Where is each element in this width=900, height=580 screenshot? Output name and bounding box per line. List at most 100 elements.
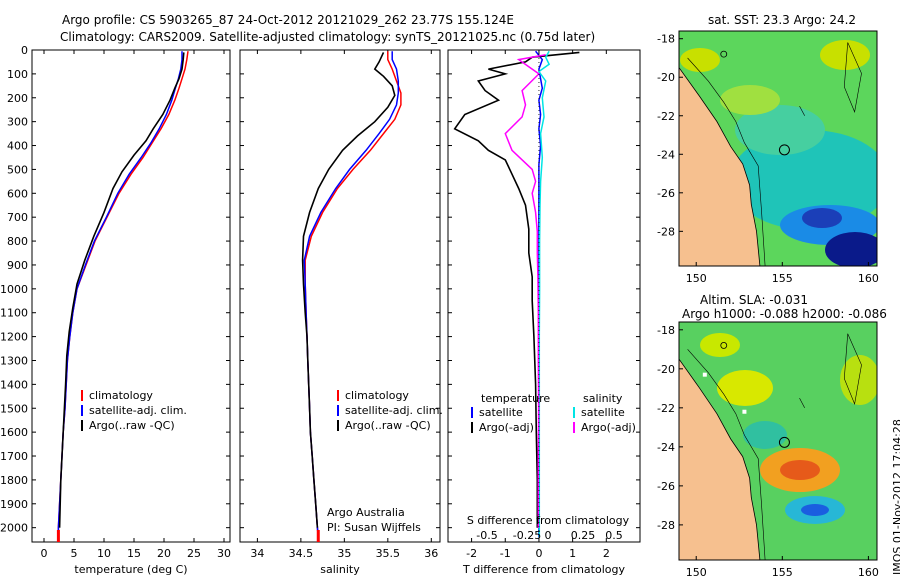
reef-contour: [799, 105, 805, 116]
y-tick-label: 900: [7, 259, 28, 272]
land-australia: [679, 358, 761, 560]
map-y-tick-label: -18: [657, 324, 675, 337]
map-y-tick-label: -20: [657, 71, 675, 84]
y-tick-label: 100: [7, 68, 28, 81]
series-line-satellite: [537, 50, 551, 538]
y-tick-label: 300: [7, 116, 28, 129]
series-line-argo-adj-: [504, 54, 546, 528]
sst-cold-core: [802, 208, 842, 228]
legend-label: Argo(-adj): [479, 421, 534, 434]
map-y-tick-label: -26: [657, 187, 675, 200]
reef-contour: [843, 42, 862, 113]
y-tick-label: 1500: [0, 402, 28, 415]
map1-title: sat. SST: 23.3 Argo: 24.2: [708, 13, 857, 27]
profile-panel-2-frame: [447, 49, 641, 543]
series-line-argo-raw-qc-: [301, 52, 396, 528]
sst-warm-spot: [680, 48, 720, 72]
map-x-tick-label: 160: [858, 272, 879, 285]
map-field: [679, 31, 877, 266]
figure-subtitle: Climatology: CARS2009. Satellite-adjuste…: [60, 30, 596, 44]
y-tick-label: 1300: [0, 354, 28, 367]
y-tick-label: 1000: [0, 283, 28, 296]
sst-patch: [735, 105, 825, 155]
y-tick-label: 1100: [0, 307, 28, 320]
sst-warm-patch: [730, 130, 877, 230]
y-tick-label: 1200: [0, 331, 28, 344]
sst-warm-spot: [820, 40, 870, 70]
x-tick-label: 10: [97, 547, 111, 560]
map-y-tick-label: -26: [657, 480, 675, 493]
x-axis-label: temperature (deg C): [74, 563, 187, 576]
tide-gauge-marker: [702, 372, 707, 377]
annotation-argo-australia: Argo Australia: [327, 506, 405, 519]
legend-label: Argo(-adj): [581, 421, 636, 434]
sst-coldest-patch: [825, 232, 877, 266]
bathymetry-contour: [687, 349, 766, 560]
map-marker: [720, 50, 728, 58]
x-axis-label-s-difference: S difference from climatology: [467, 514, 630, 527]
sla-patch: [840, 355, 877, 405]
legend-title-temperature: temperature: [481, 392, 550, 405]
map-y-tick-label: -28: [657, 225, 675, 238]
x-tick-label: 34: [250, 547, 264, 560]
s-tick-label: 0: [545, 529, 552, 542]
legend-label: Argo(..raw -QC): [345, 419, 431, 432]
argo-position-marker: [778, 144, 790, 156]
y-tick-label: 1700: [0, 450, 28, 463]
reef-contour: [799, 397, 805, 408]
map-x-tick-label: 150: [686, 272, 707, 285]
profile-panel-0-frame: [31, 49, 231, 543]
series-line-argo-adj-: [453, 51, 580, 528]
map-x-tick-label: 160: [858, 566, 879, 579]
y-tick-label: 800: [7, 235, 28, 248]
s-tick-label: 0.25: [571, 529, 596, 542]
x-tick-label: 0: [41, 547, 48, 560]
legend-label: climatology: [89, 389, 153, 402]
y-tick-label: 1600: [0, 426, 28, 439]
sla-low-core: [801, 504, 829, 516]
x-tick-label: 0: [535, 547, 542, 560]
x-tick-label: -1: [500, 547, 511, 560]
x-tick-label: 35.5: [376, 547, 401, 560]
map2-subtitle: Argo h1000: -0.088 h2000: -0.086: [682, 307, 887, 321]
map-x-tick-label: 150: [686, 566, 707, 579]
land-australia: [679, 66, 761, 266]
y-tick-label: 1900: [0, 498, 28, 511]
map-y-tick-label: -18: [657, 33, 675, 46]
x-tick-label: 20: [157, 547, 171, 560]
map-y-tick-label: -22: [657, 402, 675, 415]
y-tick-label: 500: [7, 163, 28, 176]
x-tick-label: 2: [603, 547, 610, 560]
profile-panel-1-frame: [239, 49, 441, 543]
x-axis-label: salinity: [320, 563, 360, 576]
sla-high-core: [780, 460, 820, 480]
y-tick-label: 200: [7, 92, 28, 105]
x-tick-label: 35: [337, 547, 351, 560]
y-tick-label: 700: [7, 211, 28, 224]
map-marker: [720, 342, 728, 349]
figure-title: Argo profile: CS 5903265_87 24-Oct-2012 …: [62, 13, 514, 27]
map-y-tick-label: -28: [657, 519, 675, 532]
y-tick-label: 1800: [0, 474, 28, 487]
x-axis-label: T difference from climatology: [462, 563, 625, 576]
x-tick-label: 1: [569, 547, 576, 560]
sla-patch: [743, 421, 787, 449]
x-tick-label: 5: [71, 547, 78, 560]
legend-label: satellite: [479, 406, 523, 419]
sst-patch: [720, 85, 780, 115]
series-line-argo-raw-qc-: [58, 52, 185, 528]
legend-label: satellite: [581, 406, 625, 419]
bathymetry-contour: [687, 57, 766, 266]
legend-label: climatology: [345, 389, 409, 402]
map-y-tick-label: -22: [657, 110, 675, 123]
annotation-pi: PI: Susan Wijffels: [327, 521, 421, 534]
map-y-tick-label: -20: [657, 363, 675, 376]
x-tick-label: 34.5: [289, 547, 314, 560]
s-tick-label: -0.5: [476, 529, 497, 542]
sla-map: [678, 321, 878, 561]
x-tick-label: 25: [187, 547, 201, 560]
map2-title: Altim. SLA: -0.031: [700, 293, 809, 307]
y-tick-label: 2000: [0, 522, 28, 535]
reef-contour: [843, 333, 862, 406]
